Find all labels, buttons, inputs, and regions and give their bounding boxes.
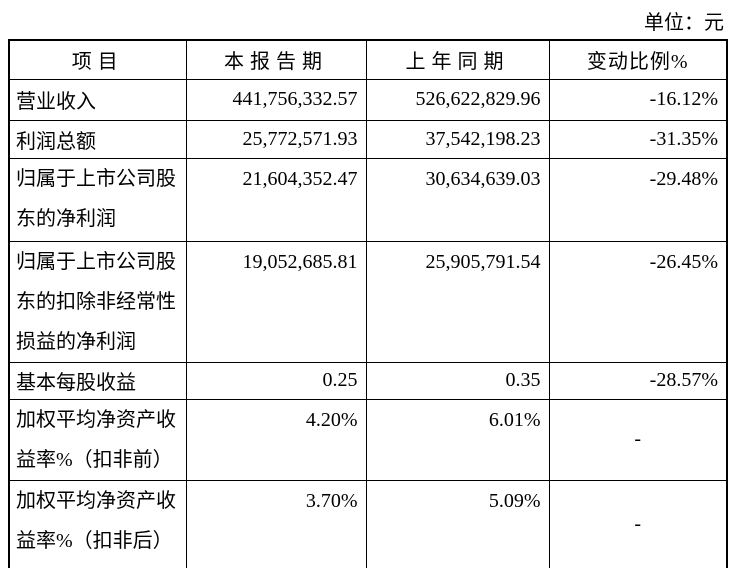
col-header-change-ratio: 变动比例% [548, 39, 728, 80]
row-change-value: -28.57% [548, 361, 728, 400]
row-prior-value: 5.09% [365, 479, 550, 568]
row-current-value: 3.70% [185, 479, 367, 568]
row-change-value: - [548, 398, 728, 481]
row-prior-value: 37,542,198.23 [365, 119, 550, 159]
row-change-value: -31.35% [548, 119, 728, 159]
row-prior-value: 6.01% [365, 398, 550, 481]
row-item-label: 利润总额 [8, 119, 187, 159]
row-current-value: 4.20% [185, 398, 367, 481]
row-prior-value: 0.35 [365, 361, 550, 400]
row-change-value: -16.12% [548, 78, 728, 121]
col-header-prior-period: 上年同期 [365, 39, 550, 80]
row-current-value: 19,052,685.81 [185, 240, 367, 363]
col-header-item: 项目 [8, 39, 187, 80]
row-item-label: 营业收入 [8, 78, 187, 121]
table-row-operating-revenue: 营业收入 441,756,332.57 526,622,829.96 -16.1… [8, 78, 728, 121]
row-change-value: - [548, 479, 728, 568]
table-header-row: 项目 本报告期 上年同期 变动比例% [8, 39, 728, 80]
table-row-total-profit: 利润总额 25,772,571.93 37,542,198.23 -31.35% [8, 119, 728, 159]
financial-summary-table: 项目 本报告期 上年同期 变动比例% 营业收入 441,756,332.57 5… [8, 39, 728, 568]
table-row-weighted-roe-after: 加权平均净资产收益率%（扣非后） 3.70% 5.09% - [8, 479, 728, 568]
row-item-label: 归属于上市公司股东的净利润 [8, 157, 187, 242]
row-item-label: 加权平均净资产收益率%（扣非前） [8, 398, 187, 481]
row-current-value: 21,604,352.47 [185, 157, 367, 242]
row-current-value: 0.25 [185, 361, 367, 400]
row-item-label: 归属于上市公司股东的扣除非经常性损益的净利润 [8, 240, 187, 363]
table-row-basic-eps: 基本每股收益 0.25 0.35 -28.57% [8, 361, 728, 400]
row-item-label: 基本每股收益 [8, 361, 187, 400]
table-row-net-profit-attributable: 归属于上市公司股东的净利润 21,604,352.47 30,634,639.0… [8, 157, 728, 242]
table-row-net-profit-excl-nonrecurring: 归属于上市公司股东的扣除非经常性损益的净利润 19,052,685.81 25,… [8, 240, 728, 363]
row-current-value: 441,756,332.57 [185, 78, 367, 121]
table-row-weighted-roe-before: 加权平均净资产收益率%（扣非前） 4.20% 6.01% - [8, 398, 728, 481]
unit-label: 单位：元 [644, 12, 724, 34]
row-change-value: -26.45% [548, 240, 728, 363]
row-item-label: 加权平均净资产收益率%（扣非后） [8, 479, 187, 568]
row-prior-value: 30,634,639.03 [365, 157, 550, 242]
col-header-current-period: 本报告期 [185, 39, 367, 80]
row-change-value: -29.48% [548, 157, 728, 242]
row-prior-value: 25,905,791.54 [365, 240, 550, 363]
row-prior-value: 526,622,829.96 [365, 78, 550, 121]
row-current-value: 25,772,571.93 [185, 119, 367, 159]
